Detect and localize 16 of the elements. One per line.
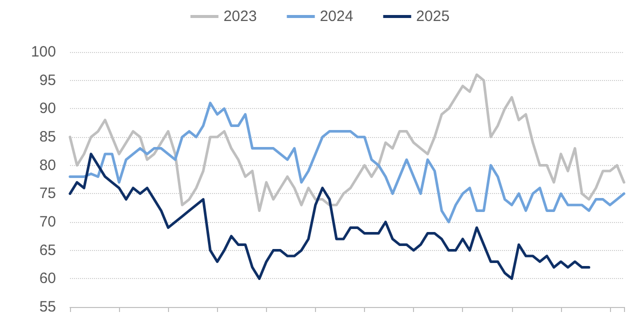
- y-tick-label: 60: [39, 270, 56, 288]
- line-series: [68, 102, 626, 224]
- line-series: [68, 73, 626, 212]
- y-tick-label: 85: [39, 128, 56, 146]
- y-tick-label: 75: [39, 185, 56, 202]
- line-series: [68, 152, 590, 280]
- legend-label: 2024: [320, 8, 354, 25]
- legend-label: 2023: [223, 8, 257, 25]
- y-tick-label: 95: [39, 72, 56, 89]
- y-tick-label: 65: [39, 242, 56, 259]
- y-tick-label: 80: [39, 156, 56, 174]
- legend-label: 2025: [416, 8, 450, 25]
- y-tick-label: 55: [39, 298, 56, 316]
- y-tick-label: 70: [39, 214, 56, 230]
- y-tick-label: 90: [39, 100, 56, 118]
- y-tick-label: 100: [30, 44, 56, 60]
